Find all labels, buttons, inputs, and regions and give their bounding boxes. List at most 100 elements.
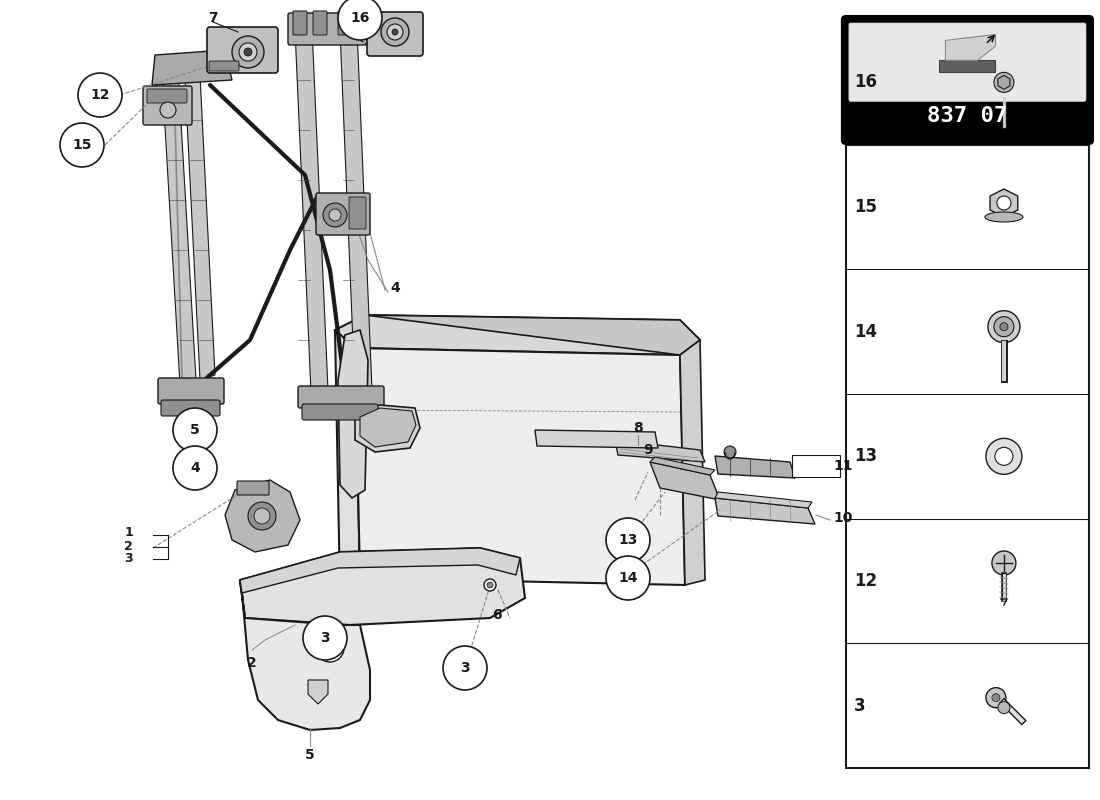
Text: 2: 2: [248, 656, 257, 670]
Circle shape: [606, 556, 650, 600]
Circle shape: [606, 518, 650, 562]
Text: 13: 13: [618, 533, 638, 547]
Circle shape: [998, 702, 1010, 714]
Circle shape: [994, 317, 1014, 337]
Ellipse shape: [984, 212, 1023, 222]
FancyBboxPatch shape: [349, 197, 366, 229]
Text: 15: 15: [73, 138, 91, 152]
FancyBboxPatch shape: [288, 13, 382, 45]
Polygon shape: [240, 580, 370, 730]
Circle shape: [443, 646, 487, 690]
Polygon shape: [336, 330, 360, 592]
Bar: [846, 20, 1089, 768]
Polygon shape: [998, 75, 1010, 90]
Polygon shape: [185, 75, 214, 380]
Polygon shape: [338, 330, 368, 498]
Circle shape: [254, 508, 270, 524]
FancyBboxPatch shape: [207, 27, 278, 73]
Polygon shape: [162, 70, 196, 385]
Polygon shape: [946, 34, 996, 60]
FancyBboxPatch shape: [158, 378, 224, 404]
Polygon shape: [990, 189, 1018, 217]
Circle shape: [387, 24, 403, 40]
Circle shape: [986, 438, 1022, 474]
Text: 8: 8: [634, 421, 642, 435]
FancyBboxPatch shape: [792, 455, 840, 477]
Text: 5: 5: [190, 423, 200, 437]
Text: 9: 9: [644, 443, 652, 457]
FancyBboxPatch shape: [236, 481, 270, 495]
FancyBboxPatch shape: [316, 193, 370, 235]
Circle shape: [381, 18, 409, 46]
Polygon shape: [650, 457, 715, 475]
Text: 837 07: 837 07: [927, 106, 1008, 126]
Polygon shape: [715, 492, 812, 508]
Text: 16: 16: [854, 74, 877, 91]
Circle shape: [992, 551, 1016, 575]
Circle shape: [487, 582, 493, 588]
Text: 11: 11: [833, 459, 853, 473]
Polygon shape: [240, 548, 520, 593]
Circle shape: [248, 502, 276, 530]
Polygon shape: [336, 315, 700, 355]
FancyBboxPatch shape: [302, 404, 378, 420]
Text: 3: 3: [320, 631, 330, 645]
Polygon shape: [650, 462, 721, 500]
FancyBboxPatch shape: [358, 11, 372, 35]
FancyBboxPatch shape: [293, 11, 307, 35]
FancyBboxPatch shape: [298, 386, 384, 408]
Text: 3: 3: [854, 697, 866, 714]
Text: 16: 16: [350, 11, 370, 25]
Circle shape: [160, 102, 176, 118]
Text: 12: 12: [90, 88, 110, 102]
FancyBboxPatch shape: [367, 12, 424, 56]
Circle shape: [232, 36, 264, 68]
Text: 12: 12: [854, 572, 877, 590]
Polygon shape: [226, 480, 300, 552]
FancyBboxPatch shape: [842, 16, 1093, 144]
Text: 4: 4: [390, 281, 399, 295]
Polygon shape: [715, 456, 795, 478]
Text: 6: 6: [492, 608, 502, 622]
Circle shape: [60, 123, 104, 167]
Text: 2: 2: [124, 541, 133, 554]
Circle shape: [338, 0, 382, 40]
Text: 4: 4: [190, 461, 200, 475]
Circle shape: [392, 29, 398, 35]
FancyBboxPatch shape: [314, 11, 327, 35]
FancyBboxPatch shape: [939, 60, 996, 72]
FancyBboxPatch shape: [143, 86, 192, 125]
Text: 5: 5: [305, 748, 315, 762]
Text: 13: 13: [854, 447, 877, 466]
Circle shape: [173, 446, 217, 490]
Text: 14: 14: [854, 322, 877, 341]
FancyBboxPatch shape: [161, 400, 220, 416]
Circle shape: [323, 203, 346, 227]
Polygon shape: [535, 430, 658, 448]
Polygon shape: [360, 408, 416, 447]
Polygon shape: [308, 680, 328, 704]
Circle shape: [997, 196, 1011, 210]
Polygon shape: [340, 28, 372, 392]
Circle shape: [302, 616, 346, 660]
Circle shape: [1000, 322, 1008, 330]
Text: 3: 3: [460, 661, 470, 675]
FancyBboxPatch shape: [338, 11, 352, 35]
Text: 7: 7: [208, 11, 218, 25]
Polygon shape: [615, 440, 705, 462]
Circle shape: [992, 694, 1000, 702]
Circle shape: [316, 634, 344, 662]
Circle shape: [78, 73, 122, 117]
Polygon shape: [715, 498, 815, 524]
Circle shape: [239, 43, 257, 61]
Circle shape: [994, 72, 1014, 92]
Circle shape: [986, 688, 1005, 708]
FancyBboxPatch shape: [147, 89, 187, 103]
Text: 1: 1: [124, 526, 133, 539]
Polygon shape: [152, 50, 232, 85]
Polygon shape: [355, 348, 685, 585]
Circle shape: [329, 209, 341, 221]
Polygon shape: [295, 28, 328, 392]
FancyBboxPatch shape: [209, 61, 239, 71]
Polygon shape: [355, 405, 420, 452]
